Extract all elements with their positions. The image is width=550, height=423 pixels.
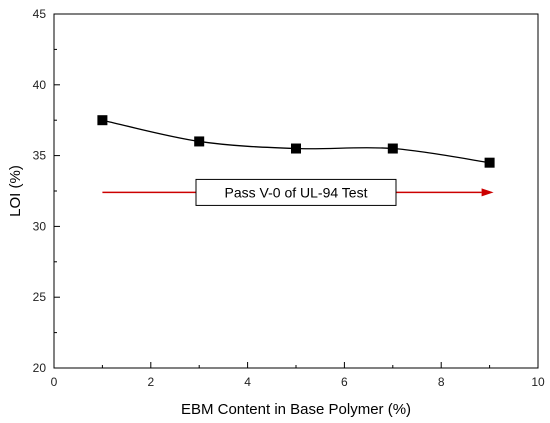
y-axis-ticks: 20 25 30 35 40 45 bbox=[33, 7, 60, 375]
data-point bbox=[484, 157, 495, 168]
plot-frame bbox=[53, 13, 539, 369]
y-axis-label: LOI (%) bbox=[7, 165, 24, 217]
x-tick-label: 8 bbox=[438, 375, 445, 389]
annotation-group: Pass V-0 of UL-94 Test bbox=[102, 178, 494, 206]
x-tick-label: 2 bbox=[147, 375, 154, 389]
series-line bbox=[102, 119, 490, 164]
annotation-text: Pass V-0 of UL-94 Test bbox=[225, 184, 368, 200]
x-tick-label: 10 bbox=[531, 375, 545, 389]
y-tick-label: 25 bbox=[33, 290, 47, 304]
data-point bbox=[97, 115, 108, 126]
x-axis-label: EBM Content in Base Polymer (%) bbox=[181, 401, 411, 418]
y-tick-label: 40 bbox=[33, 78, 47, 92]
y-tick-label: 30 bbox=[33, 219, 47, 233]
data-point bbox=[194, 136, 205, 147]
annotation-box bbox=[195, 178, 397, 206]
x-tick-label: 4 bbox=[244, 375, 251, 389]
y-tick-label: 35 bbox=[33, 149, 47, 163]
annotation-arrow-head bbox=[481, 188, 494, 197]
y-tick-label: 20 bbox=[33, 361, 47, 375]
series-group bbox=[97, 115, 495, 168]
data-point bbox=[291, 143, 301, 154]
x-tick-label: 0 bbox=[51, 375, 58, 389]
y-tick-label: 45 bbox=[33, 7, 47, 21]
x-tick-label: 6 bbox=[341, 375, 348, 389]
x-axis-ticks: 0 2 4 6 8 10 bbox=[51, 362, 545, 389]
data-point bbox=[387, 143, 398, 154]
